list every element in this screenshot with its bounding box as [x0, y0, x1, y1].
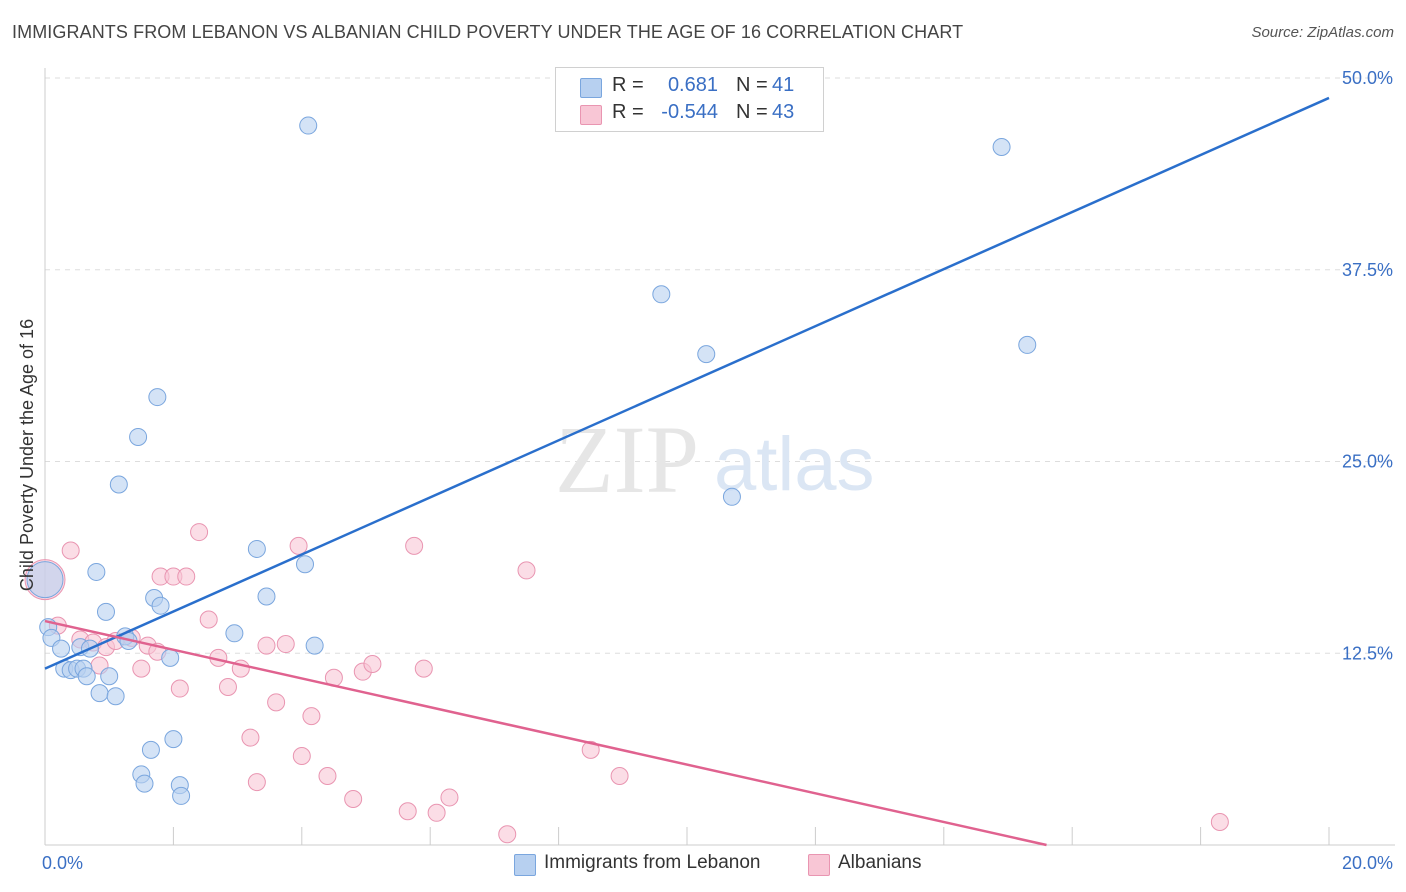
lebanon-point [26, 561, 64, 599]
lebanon-point [77, 667, 96, 686]
legend-row-albanians: R = -0.544 N = 43 [556, 101, 823, 127]
gridlines [45, 77, 1395, 654]
x-tick-label: 0.0% [42, 853, 83, 873]
lebanon-point [225, 624, 244, 643]
albanians-point [247, 773, 266, 792]
blue-swatch-icon [514, 854, 536, 876]
lebanon-point [247, 539, 266, 558]
lebanon-point [52, 639, 71, 658]
lebanon-point [305, 636, 324, 655]
lebanon-point [722, 487, 741, 506]
albanians-point [318, 766, 337, 785]
albanians-point [199, 610, 218, 629]
albanians-point [427, 803, 446, 822]
albanians-point [170, 679, 189, 698]
albanians-point [267, 693, 286, 712]
lebanon-point [106, 687, 125, 706]
albanians-point [257, 636, 276, 655]
albanians-point [61, 541, 80, 560]
lebanon-point [100, 667, 119, 686]
trendlines [44, 96, 1330, 847]
axes [44, 68, 1395, 846]
albanians-point [132, 659, 151, 678]
albanians-point [440, 788, 459, 807]
albanians-point [363, 654, 382, 673]
lebanon-point [257, 587, 276, 606]
lebanon-point [161, 648, 180, 667]
pink-swatch-icon [580, 105, 602, 125]
lebanon-point [141, 740, 160, 759]
y-tick-label: 12.5% [1342, 643, 1393, 663]
y-tick-label: 50.0% [1342, 68, 1393, 88]
legend-n-label: N = [736, 101, 768, 123]
lebanon-point [296, 555, 315, 574]
albanians-point [414, 659, 433, 678]
lebanon-point [148, 388, 167, 407]
legend-n-label: N = [736, 74, 768, 96]
legend-r-value: -0.544 [661, 101, 718, 123]
legend-r-label: R = [612, 74, 644, 96]
source-label: Source: ZipAtlas.com [1251, 24, 1394, 41]
albanians-point [302, 707, 321, 726]
lebanon-point [87, 562, 106, 581]
lebanon-trendline [44, 96, 1330, 670]
lebanon-point [172, 786, 191, 805]
chart-title: IMMIGRANTS FROM LEBANON VS ALBANIAN CHIL… [12, 22, 964, 42]
y-axis-label: Child Poverty Under the Age of 16 [17, 319, 37, 591]
legend-n-value: 43 [772, 101, 795, 123]
albanians-point [610, 766, 629, 785]
albanians-point [1210, 812, 1229, 831]
lebanon-point [129, 427, 148, 446]
lebanon-point [135, 774, 154, 793]
albanians-point [190, 523, 209, 542]
albanians-trendline [44, 619, 1047, 847]
albanians-point [344, 789, 363, 808]
legend-n-value: 41 [772, 74, 795, 96]
lebanon-point [299, 116, 318, 135]
lebanon-point [164, 730, 183, 749]
blue-swatch-icon [580, 78, 602, 98]
watermark-zip: ZIP [555, 406, 699, 513]
pink-swatch-icon [808, 854, 830, 876]
albanians-point [498, 825, 517, 844]
albanians-point [517, 561, 536, 580]
lebanon-point [992, 138, 1011, 157]
legend-r-label: R = [612, 101, 644, 123]
albanians-point [405, 536, 424, 555]
lebanon-point [697, 345, 716, 364]
lebanon-point [652, 285, 671, 304]
albanians-point [292, 747, 311, 766]
albanians-point [289, 536, 308, 555]
watermark-atlas: atlas [714, 422, 875, 507]
albanians-points [24, 523, 1229, 844]
albanians-point [581, 740, 600, 759]
correlation-legend: R = 0.681 N = 41 R = -0.544 N = 43 [555, 67, 824, 132]
legend-row-lebanon: R = 0.681 N = 41 [556, 74, 823, 100]
legend-label-lebanon: Immigrants from Lebanon [544, 852, 761, 873]
lebanon-point [90, 684, 109, 703]
lebanon-points [26, 116, 1037, 805]
tick-labels: 12.5% 25.0% 37.5% 50.0% 0.0% 20.0% [42, 68, 1393, 873]
albanians-point [276, 635, 295, 654]
albanians-point [177, 567, 196, 586]
x-tick-label: 20.0% [1342, 853, 1393, 873]
legend-label-albanians: Albanians [838, 852, 922, 873]
albanians-point [398, 802, 417, 821]
legend-r-value: 0.681 [667, 74, 718, 96]
y-tick-label: 37.5% [1342, 260, 1393, 280]
albanians-point [218, 677, 237, 696]
lebanon-point [1018, 335, 1037, 354]
lebanon-point [151, 596, 170, 615]
albanians-point [241, 728, 260, 747]
y-tick-label: 25.0% [1342, 452, 1393, 472]
lebanon-point [96, 602, 115, 621]
lebanon-point [109, 475, 128, 494]
